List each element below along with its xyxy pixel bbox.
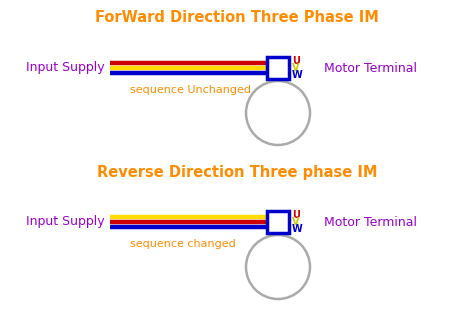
Text: Motor Terminal: Motor Terminal	[324, 215, 417, 229]
Text: Motor Terminal: Motor Terminal	[324, 62, 417, 74]
Text: sequence Unchanged: sequence Unchanged	[130, 85, 251, 95]
Circle shape	[246, 81, 310, 145]
Text: Input Supply: Input Supply	[27, 215, 105, 229]
Text: W: W	[292, 70, 303, 80]
Circle shape	[246, 235, 310, 299]
Text: ForWard Direction Three Phase IM: ForWard Direction Three Phase IM	[95, 10, 379, 25]
Text: U: U	[292, 210, 300, 220]
Text: V: V	[292, 63, 300, 73]
Text: W: W	[292, 224, 303, 234]
Text: Reverse Direction Three phase IM: Reverse Direction Three phase IM	[97, 165, 377, 180]
Text: U: U	[292, 56, 300, 66]
Text: sequence changed: sequence changed	[130, 239, 236, 249]
Text: Input Supply: Input Supply	[27, 62, 105, 74]
Bar	[267, 211, 289, 233]
Text: V: V	[292, 217, 300, 227]
Bar	[267, 57, 289, 79]
